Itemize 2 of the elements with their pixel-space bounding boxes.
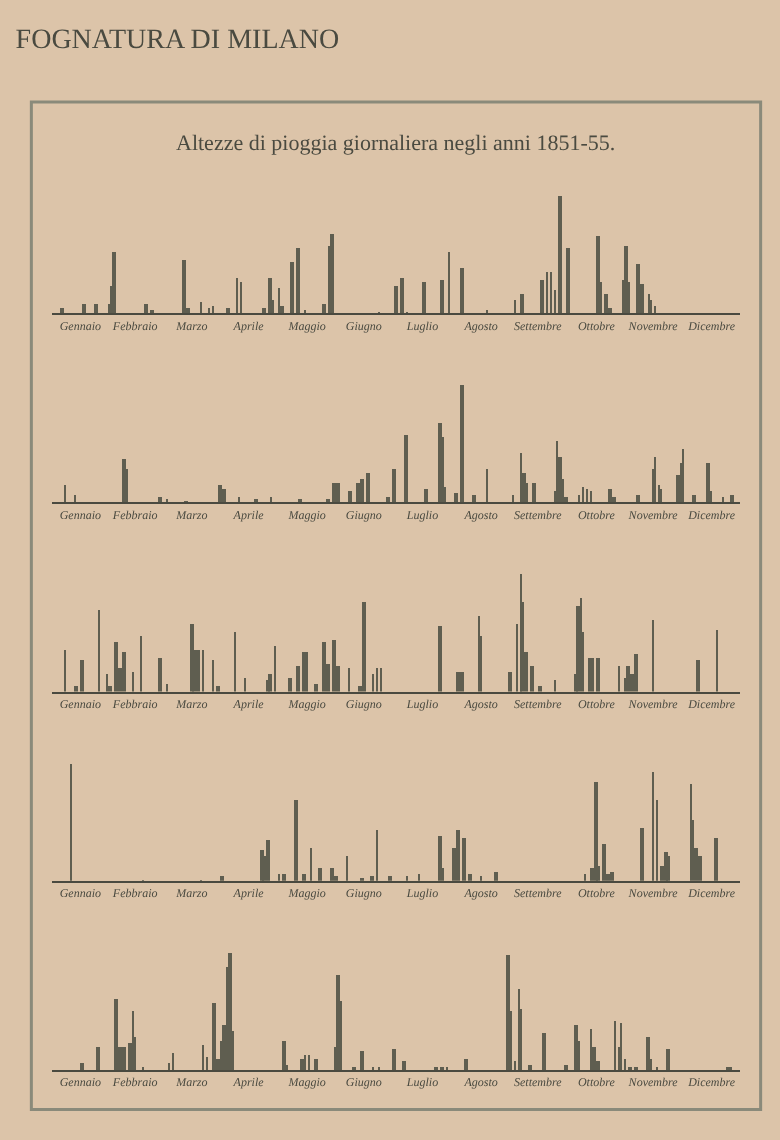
chart-subtitle: Altezze di pioggia giornaliera negli anni 1851-55. bbox=[176, 132, 616, 156]
chart-title: FOGNATURA DI MILANO bbox=[15, 26, 340, 57]
